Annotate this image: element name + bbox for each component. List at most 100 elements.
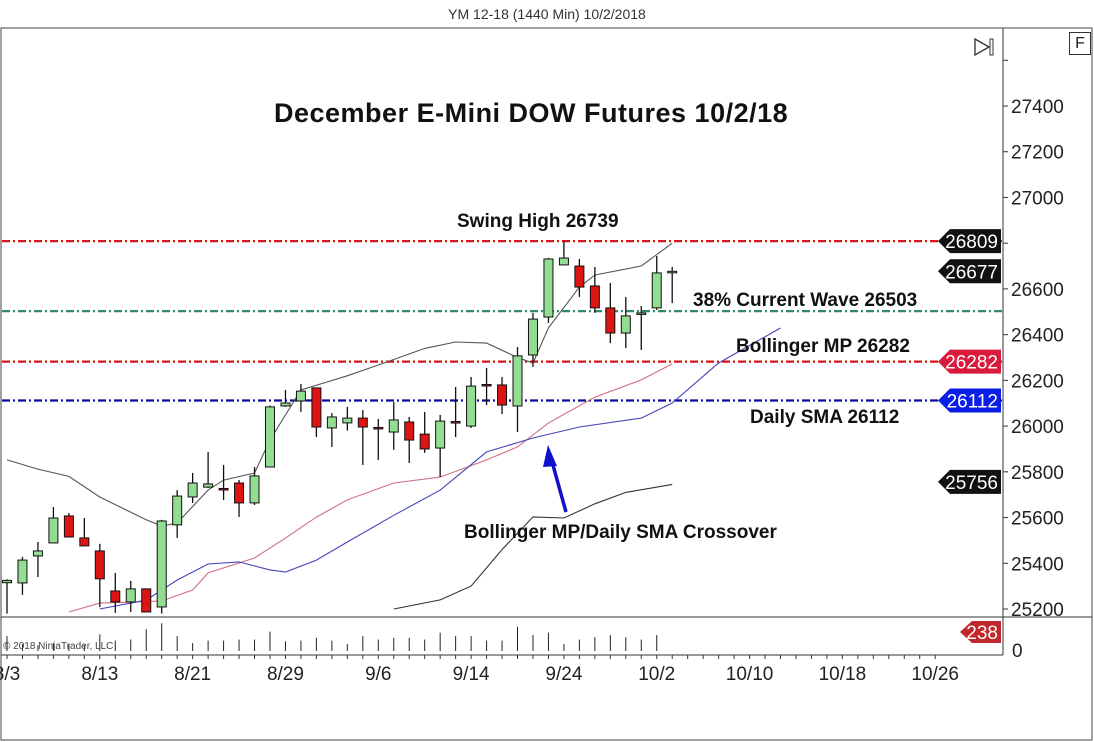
annotation-current-wave: 38% Current Wave 26503 xyxy=(693,290,918,311)
skip-to-end-icon[interactable] xyxy=(974,37,994,57)
candle-body xyxy=(249,475,260,504)
candle-body xyxy=(342,417,353,424)
candle[interactable] xyxy=(280,389,291,407)
price-marker-bg xyxy=(938,388,1001,413)
candle[interactable] xyxy=(527,312,538,367)
float-button[interactable]: F xyxy=(1069,32,1091,55)
candle[interactable] xyxy=(156,519,167,614)
candle-body xyxy=(357,417,368,428)
candle-body xyxy=(651,272,662,309)
candle-body xyxy=(172,495,183,526)
candle[interactable] xyxy=(605,282,616,344)
candle[interactable] xyxy=(234,480,245,517)
candle[interactable] xyxy=(187,472,198,503)
candle[interactable] xyxy=(311,387,322,438)
price-marker: 26282 xyxy=(938,349,1001,374)
candle[interactable] xyxy=(172,490,183,538)
x-tick-label: 9/24 xyxy=(545,664,582,685)
candle[interactable] xyxy=(466,376,477,428)
candle[interactable] xyxy=(17,556,28,595)
candle[interactable] xyxy=(388,402,399,450)
candle[interactable] xyxy=(497,376,508,414)
candle[interactable] xyxy=(574,258,585,297)
candle[interactable] xyxy=(264,405,275,468)
candle[interactable] xyxy=(249,467,260,505)
candle[interactable] xyxy=(2,579,12,614)
price-marker-label: 26112 xyxy=(947,391,998,412)
candle[interactable] xyxy=(141,588,152,613)
y-tick-label: 25600 xyxy=(1011,509,1064,530)
candle[interactable] xyxy=(558,241,569,266)
candle[interactable] xyxy=(373,419,384,460)
window-title: YM 12-18 (1440 Min) 10/2/2018 xyxy=(448,6,646,22)
candle-body xyxy=(48,517,59,544)
arrow-shaft xyxy=(549,457,568,513)
y-tick-label: 26200 xyxy=(1011,371,1064,392)
volume-tick-label: 0 xyxy=(1012,641,1023,662)
candle[interactable] xyxy=(667,266,678,304)
candle-body xyxy=(543,258,554,318)
price-marker: 25756 xyxy=(938,469,1001,494)
candle[interactable] xyxy=(110,572,121,613)
candle[interactable] xyxy=(620,296,631,349)
candle[interactable] xyxy=(357,410,368,465)
crossover-arrow-icon xyxy=(543,445,568,513)
candle[interactable] xyxy=(125,580,136,612)
volume-marker: 238 xyxy=(960,621,1001,644)
candle[interactable] xyxy=(512,346,523,433)
candle-body xyxy=(388,419,399,433)
candle[interactable] xyxy=(203,451,214,488)
price-marker: 26809 xyxy=(938,229,1001,254)
candle[interactable] xyxy=(342,406,353,431)
candle-body xyxy=(264,406,275,468)
candle-body xyxy=(435,420,446,449)
chart-frame xyxy=(0,27,1093,741)
price-marker-label: 26809 xyxy=(945,232,998,253)
candle[interactable] xyxy=(651,255,662,310)
candle[interactable] xyxy=(218,464,229,500)
candle[interactable] xyxy=(589,266,600,313)
candle[interactable] xyxy=(419,411,430,453)
price-marker: 26677 xyxy=(938,259,1001,284)
y-tick-label: 26400 xyxy=(1011,326,1064,347)
candle[interactable] xyxy=(326,413,337,447)
candle[interactable] xyxy=(94,543,105,607)
candle-body xyxy=(512,355,523,407)
candle-body xyxy=(2,579,12,584)
price-marker-bg xyxy=(938,349,1001,374)
candle[interactable] xyxy=(450,386,461,438)
series-sma xyxy=(99,327,781,610)
candle[interactable] xyxy=(79,518,90,547)
skip-triangle xyxy=(974,37,991,57)
x-tick-label: 8/29 xyxy=(267,664,304,685)
candle[interactable] xyxy=(481,368,492,406)
candle-body xyxy=(311,387,322,428)
candle[interactable] xyxy=(636,306,647,350)
candle[interactable] xyxy=(63,512,74,538)
candle-body xyxy=(636,312,647,315)
series-upper-band xyxy=(6,242,673,527)
y-tick-label: 26000 xyxy=(1011,417,1064,438)
candle-body xyxy=(574,265,585,288)
candle[interactable] xyxy=(543,258,554,323)
candle-body xyxy=(326,416,337,429)
candle[interactable] xyxy=(295,384,306,412)
chart-title: December E-Mini DOW Futures 10/2/18 xyxy=(274,98,789,128)
candles xyxy=(2,241,678,614)
candle[interactable] xyxy=(48,507,59,544)
candle-body xyxy=(125,588,136,603)
candle[interactable] xyxy=(404,416,415,463)
candle-body xyxy=(110,590,121,603)
price-marker-bg xyxy=(938,229,1001,254)
candle-body xyxy=(203,483,214,488)
x-tick-label: 10/26 xyxy=(911,664,959,685)
candle-body xyxy=(450,421,461,424)
annotation-daily-sma: Daily SMA 26112 xyxy=(750,407,900,428)
candle[interactable] xyxy=(435,414,446,478)
arrow-head xyxy=(543,445,557,467)
x-tick-label: 8/13 xyxy=(81,664,118,685)
y-tick-label: 25400 xyxy=(1011,554,1064,575)
candle-body xyxy=(466,385,477,427)
candle[interactable] xyxy=(32,542,43,577)
